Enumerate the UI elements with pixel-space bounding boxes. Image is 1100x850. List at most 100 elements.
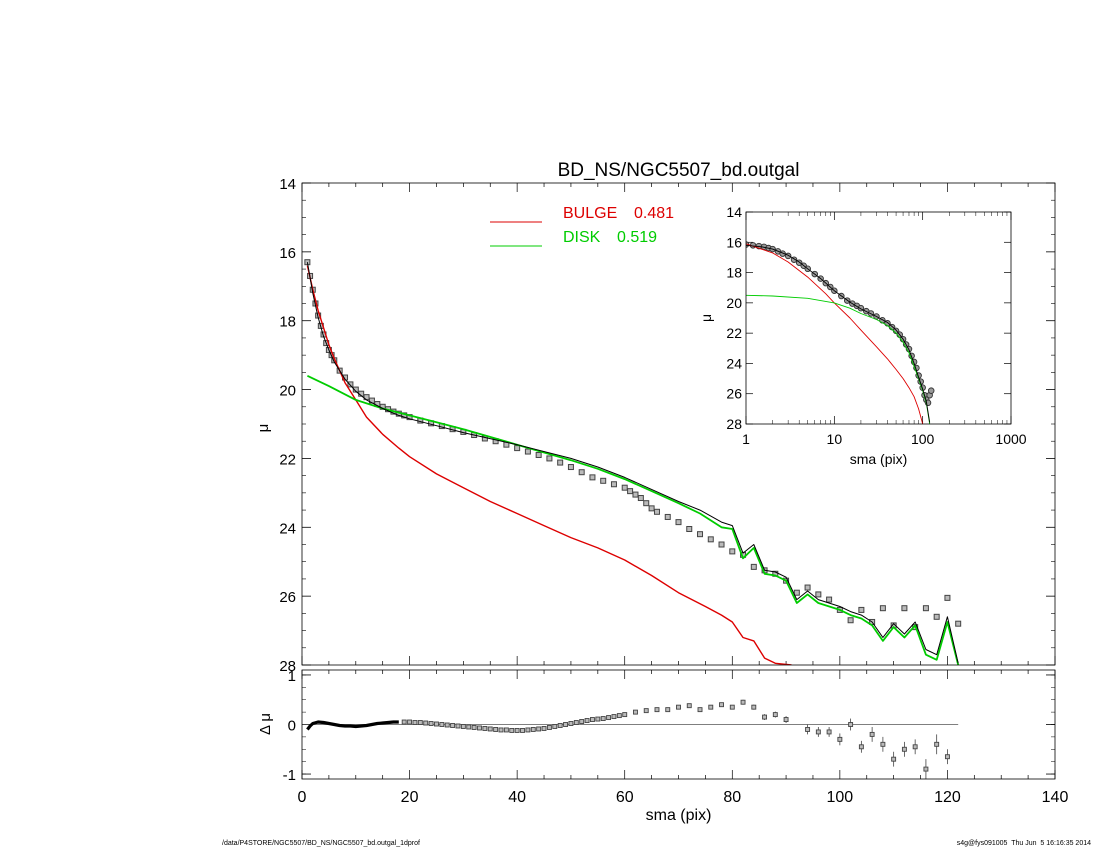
- resid-xtick-label: 80: [723, 789, 741, 806]
- inset-bulge-line: [746, 243, 924, 424]
- resid-point: [643, 708, 649, 714]
- main-data-point: [707, 536, 714, 543]
- main-data-point: [648, 505, 655, 512]
- resid-point: [762, 714, 768, 720]
- resid-xtick-label: 140: [1042, 789, 1069, 806]
- main-data-point: [600, 477, 607, 484]
- resid-point: [676, 704, 681, 710]
- resid-point: [923, 766, 929, 772]
- footer-timestamp: s4g@fys091005 Thu Jun 5 16:16:35 2014: [956, 840, 1091, 847]
- resid-point: [444, 722, 450, 728]
- main-data-point: [637, 495, 644, 502]
- resid-point: [434, 721, 439, 727]
- resid-point: [520, 727, 525, 733]
- main-data-point: [589, 474, 596, 481]
- resid-point: [423, 720, 429, 726]
- main-data-point: [632, 491, 639, 498]
- main-data-point: [804, 584, 811, 591]
- resid-point: [805, 727, 811, 732]
- main-ytick-label: 20: [279, 383, 296, 400]
- resid-point: [654, 707, 660, 713]
- resid-point: [541, 726, 547, 731]
- resid-point: [460, 724, 466, 729]
- resid-point: [901, 746, 907, 752]
- resid-point: [536, 726, 542, 732]
- inset-ylabel: μ: [698, 314, 714, 322]
- main-data-point: [901, 605, 908, 612]
- resid-point: [616, 713, 622, 719]
- main-ytick-label: 14: [279, 176, 296, 193]
- resid-point: [407, 719, 413, 725]
- resid-point: [573, 720, 579, 725]
- main-ytick-label: 28: [279, 658, 296, 675]
- inset-ytick-label: 16: [726, 234, 742, 250]
- main-data-point: [922, 605, 929, 612]
- resid-xtick-label: 40: [508, 789, 526, 806]
- resid-point: [815, 729, 821, 735]
- resid-plot-frame: [301, 669, 1056, 780]
- resid-point: [509, 727, 515, 733]
- resid-point: [633, 709, 638, 715]
- resid-point: [869, 731, 875, 737]
- resid-xtick-label: 0: [298, 789, 307, 806]
- main-data-point: [729, 548, 736, 555]
- main-data-point: [347, 381, 354, 388]
- inset-panel: 14 16 18 20 22 24 26 281 10 100 1000 sma (pix) μ: [698, 204, 1027, 467]
- main-panel: BD_NS/NGC5507_bd.outgal 14 16 18 20 22 24 26 28 μ…: [255, 160, 1056, 675]
- resid-point: [944, 754, 950, 760]
- resid-dense-curve: [306, 720, 399, 731]
- main-data-point: [627, 488, 634, 495]
- main-data-point: [750, 563, 757, 570]
- main-data-point: [826, 596, 833, 603]
- resid-point: [584, 718, 590, 723]
- resid-ytick-label: 0: [288, 718, 296, 735]
- resid-point: [622, 712, 628, 718]
- main-data-point: [944, 594, 951, 601]
- main-ytick-label: 16: [279, 245, 296, 262]
- main-data-point: [653, 508, 660, 515]
- main-data-point: [933, 613, 940, 620]
- resid-point: [665, 707, 671, 713]
- main-data-point: [524, 448, 531, 455]
- resid-point: [568, 721, 574, 726]
- resid-point: [606, 715, 612, 721]
- resid-point: [708, 704, 714, 710]
- main-plot-frame: [301, 182, 1056, 666]
- resid-point: [477, 725, 482, 731]
- resid-point: [482, 726, 488, 731]
- resid-point: [563, 722, 568, 727]
- inset-ytick-label: 20: [726, 295, 742, 311]
- resid-point: [514, 727, 520, 733]
- resid-point: [552, 724, 558, 729]
- resid-point: [783, 717, 789, 722]
- inset-xtick-label: 100: [911, 431, 935, 447]
- resid-xtick-label: 60: [616, 789, 634, 806]
- footer-file-path: /data/P4STORE/NGC5507/BD_NS/NGC5507_bd.o…: [222, 840, 420, 847]
- main-data-point: [697, 531, 704, 538]
- main-data-point: [643, 500, 650, 507]
- resid-point: [450, 723, 456, 728]
- resid-point: [912, 744, 918, 750]
- resid-xtick-label: 100: [827, 789, 854, 806]
- inset-disk-line: [746, 294, 931, 424]
- main-data-point: [793, 589, 800, 596]
- main-data-point: [557, 459, 564, 466]
- resid-point: [611, 714, 617, 720]
- resid-xlabel: sma (pix): [646, 807, 712, 824]
- resid-point: [466, 724, 472, 730]
- resid-point: [498, 727, 504, 733]
- resid-point: [546, 725, 552, 730]
- main-ytick-label: 18: [279, 314, 296, 331]
- resid-point: [525, 727, 531, 733]
- main-data-point: [567, 464, 574, 471]
- main-data-point: [514, 445, 521, 452]
- legend-value-bulge: 0.481: [634, 205, 674, 222]
- inset-ytick-label: 24: [726, 355, 742, 371]
- resid-point: [455, 723, 461, 729]
- resid-point: [740, 699, 746, 705]
- resid-point: [751, 704, 757, 710]
- resid-point: [557, 723, 563, 728]
- resid-point: [891, 756, 897, 762]
- resid-point: [686, 703, 692, 709]
